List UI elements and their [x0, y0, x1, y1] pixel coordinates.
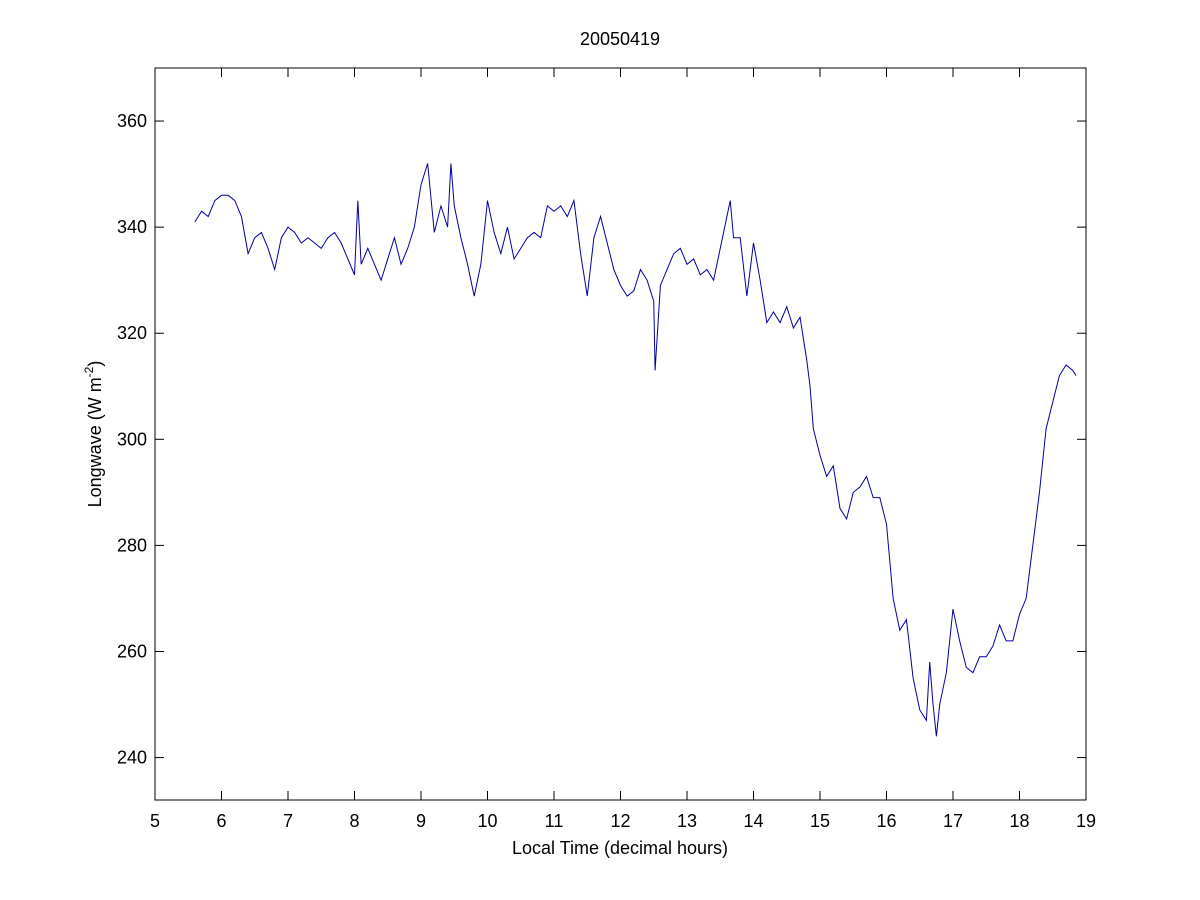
- x-tick-label: 19: [1076, 811, 1096, 831]
- plot-area: [154, 67, 1087, 801]
- y-tick-label: 360: [117, 111, 147, 131]
- x-tick-label: 9: [416, 811, 426, 831]
- x-tick-label: 12: [610, 811, 630, 831]
- x-tick-label: 6: [216, 811, 226, 831]
- x-tick-label: 17: [943, 811, 963, 831]
- x-tick-label: 18: [1009, 811, 1029, 831]
- x-tick-label: 5: [150, 811, 160, 831]
- x-tick-label: 15: [810, 811, 830, 831]
- y-tick-label: 260: [117, 641, 147, 661]
- y-axis-label-sup: -2: [82, 366, 96, 377]
- x-tick-label: 13: [677, 811, 697, 831]
- y-axis-label-part: Longwave (W m: [85, 377, 105, 507]
- x-tick-label: 8: [349, 811, 359, 831]
- data-line: [194, 163, 1077, 737]
- x-tick-label: 14: [743, 811, 763, 831]
- y-axis-label: Longwave (W m-2): [82, 361, 105, 508]
- x-tick-label: 10: [477, 811, 497, 831]
- y-tick-label: 340: [117, 217, 147, 237]
- y-tick-label: 320: [117, 323, 147, 343]
- x-tick-label: 11: [545, 811, 564, 831]
- x-axis-label: Local Time (decimal hours): [512, 838, 728, 858]
- chart-title: 20050419: [580, 29, 660, 49]
- x-tick-label: 7: [283, 811, 293, 831]
- y-tick-label: 280: [117, 535, 147, 555]
- x-tick-label: 16: [876, 811, 896, 831]
- y-tick-label: 240: [117, 748, 147, 768]
- y-axis-label-part: ): [85, 361, 105, 367]
- y-tick-label: 300: [117, 429, 147, 449]
